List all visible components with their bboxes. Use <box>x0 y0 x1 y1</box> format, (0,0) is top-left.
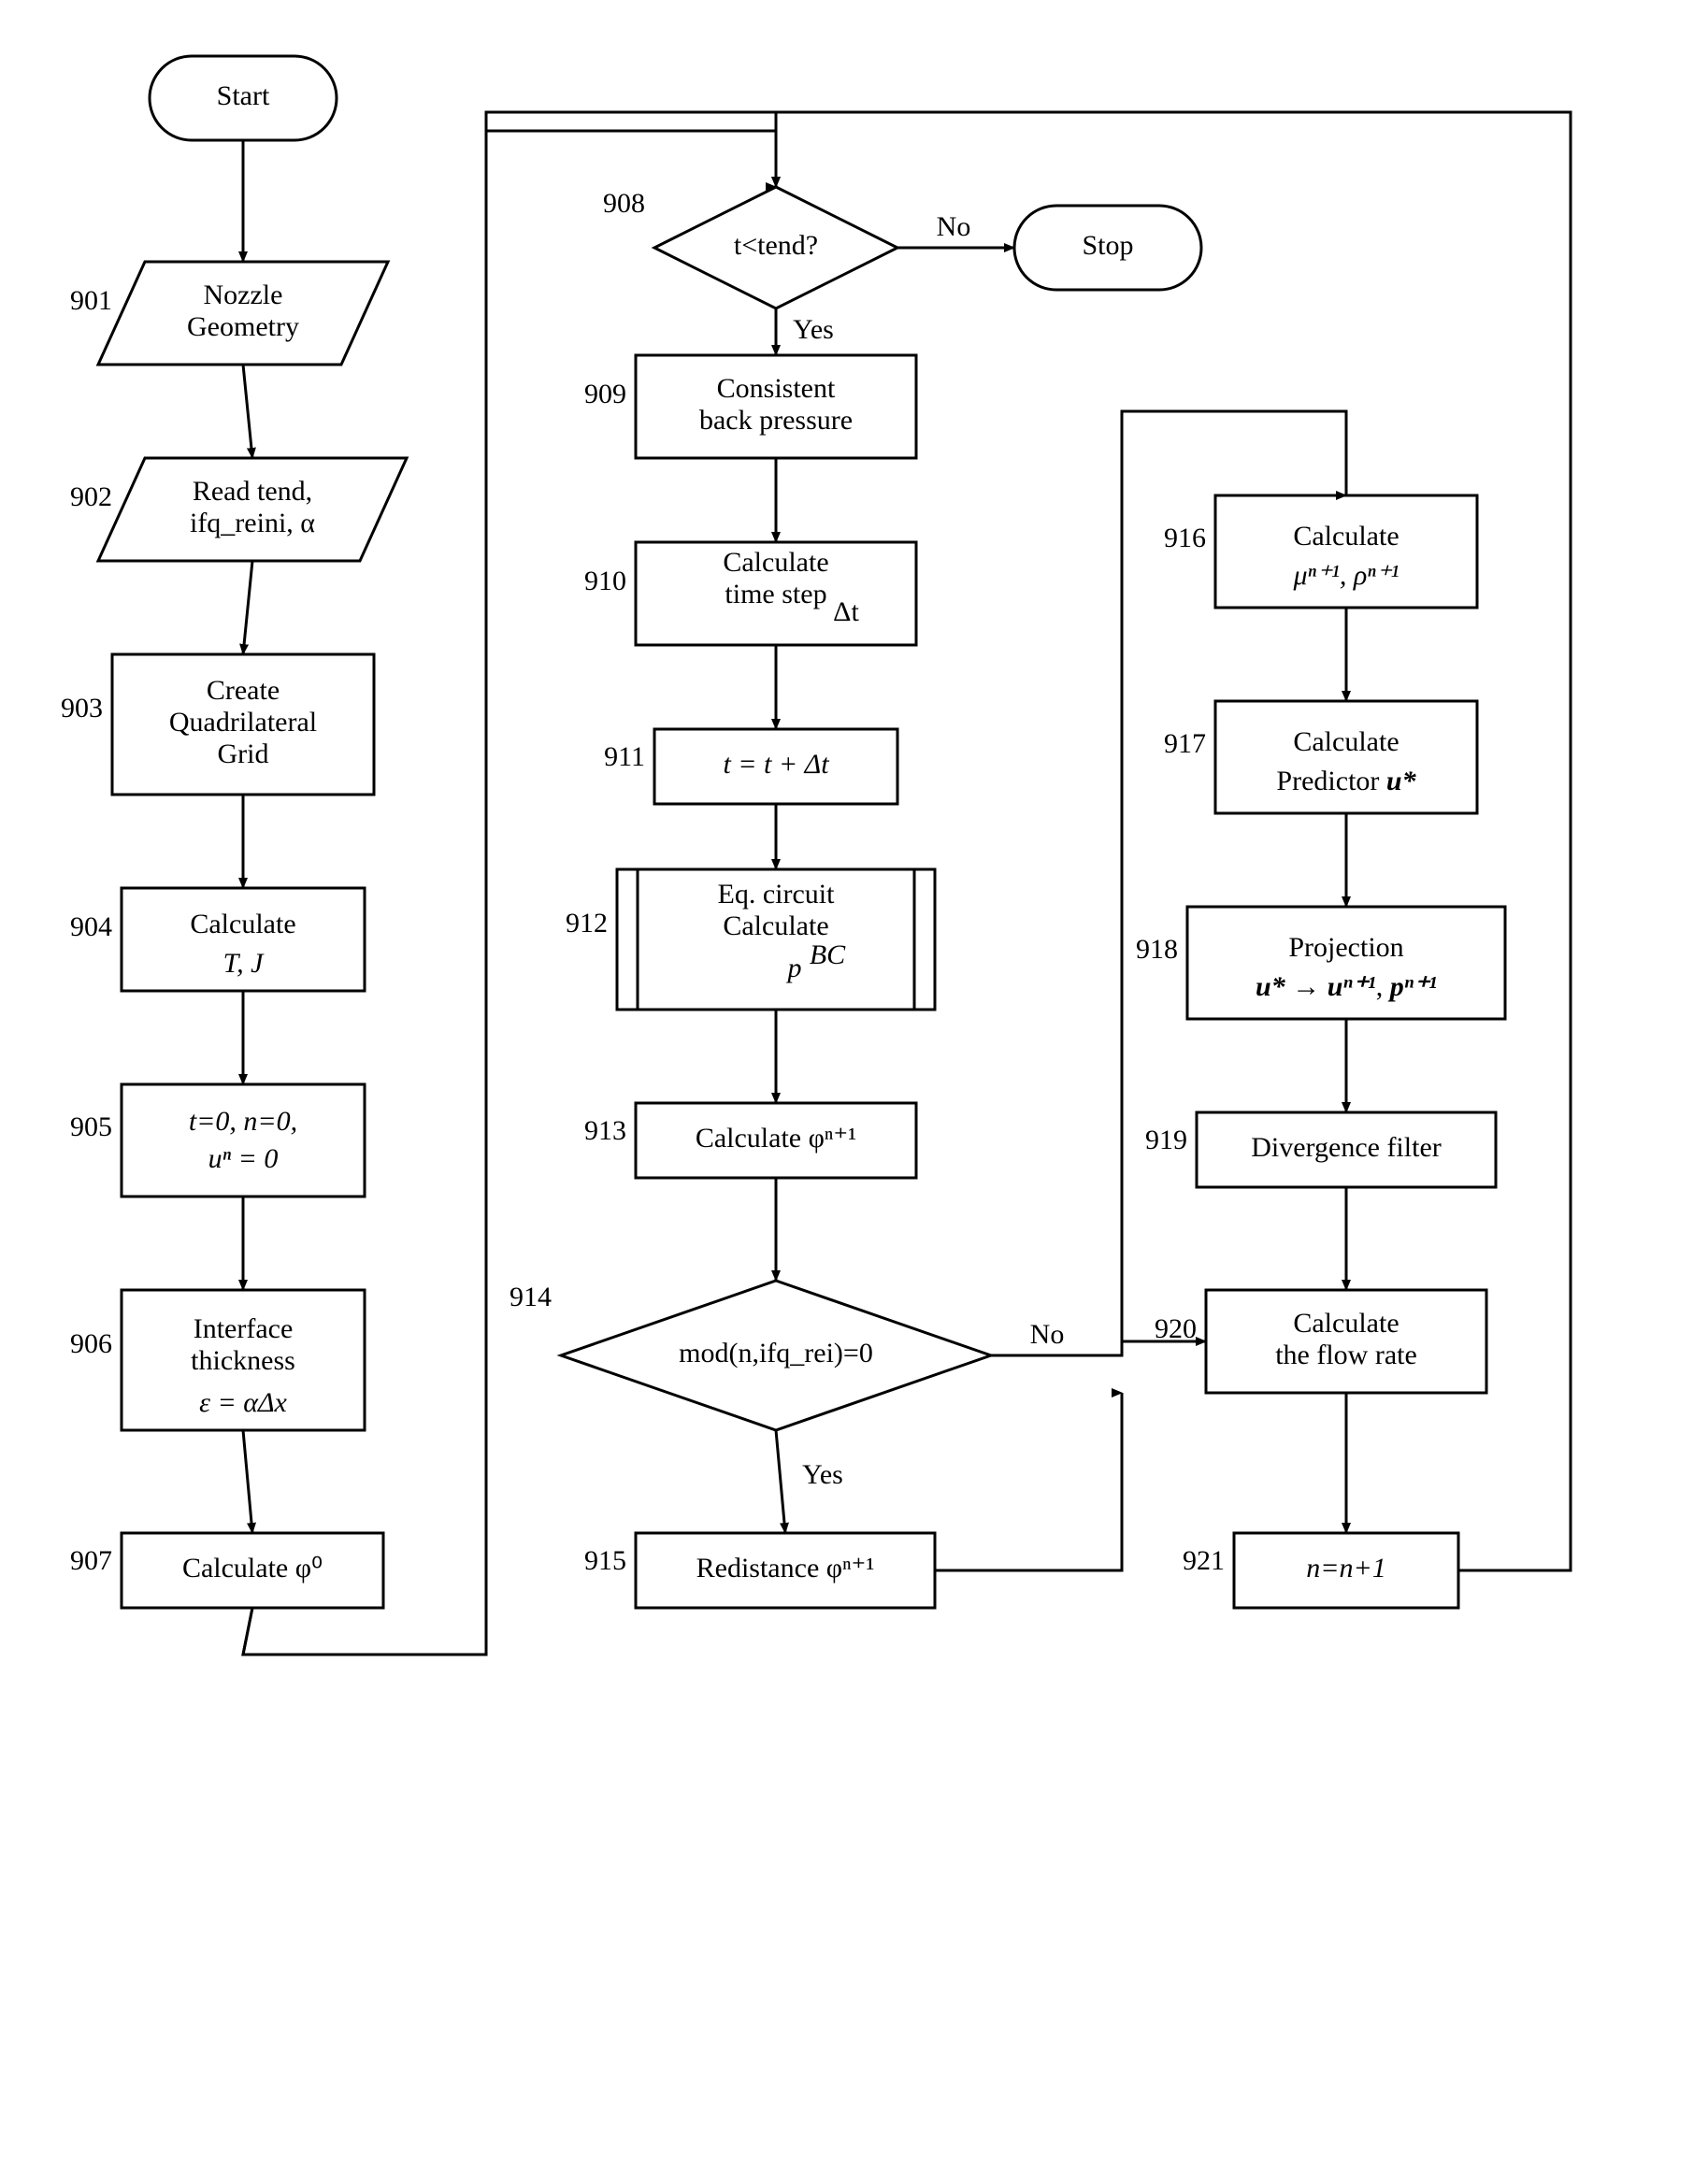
svg-text:910: 910 <box>584 566 626 596</box>
svg-text:913: 913 <box>584 1115 626 1146</box>
svg-text:918: 918 <box>1136 934 1178 965</box>
svg-text:μⁿ⁺¹, ρⁿ⁺¹: μⁿ⁺¹, ρⁿ⁺¹ <box>1292 560 1399 591</box>
svg-text:901: 901 <box>70 285 112 316</box>
svg-text:Yes: Yes <box>793 314 834 345</box>
svg-text:Create: Create <box>207 675 280 706</box>
svg-text:Quadrilateral: Quadrilateral <box>169 707 317 738</box>
svg-text:920: 920 <box>1155 1313 1197 1344</box>
svg-text:Geometry: Geometry <box>187 311 299 342</box>
svg-text:916: 916 <box>1164 523 1206 553</box>
svg-text:No: No <box>1030 1319 1065 1350</box>
svg-text:ε = αΔx: ε = αΔx <box>199 1387 287 1418</box>
svg-text:back pressure: back pressure <box>699 405 853 436</box>
svg-text:919: 919 <box>1145 1125 1187 1155</box>
svg-text:mod(n,ifq_rei)=0: mod(n,ifq_rei)=0 <box>679 1338 873 1369</box>
svg-text:907: 907 <box>70 1545 112 1576</box>
svg-text:Δt: Δt <box>833 596 859 627</box>
svg-text:Projection: Projection <box>1288 932 1403 963</box>
svg-text:T, J: T, J <box>223 948 265 979</box>
svg-text:912: 912 <box>566 908 608 939</box>
svg-text:Stop: Stop <box>1082 230 1133 261</box>
svg-text:Nozzle: Nozzle <box>204 279 283 310</box>
svg-text:thickness: thickness <box>191 1345 295 1376</box>
svg-text:905: 905 <box>70 1111 112 1142</box>
svg-text:t=0, n=0,: t=0, n=0, <box>189 1106 297 1137</box>
svg-text:Calculate: Calculate <box>723 547 828 578</box>
svg-text:Calculate: Calculate <box>190 909 295 939</box>
svg-text:Redistance φⁿ⁺¹: Redistance φⁿ⁺¹ <box>696 1553 875 1584</box>
svg-text:Calculate: Calculate <box>1293 521 1399 552</box>
svg-text:Grid: Grid <box>218 738 269 769</box>
svg-text:Start: Start <box>217 80 270 111</box>
svg-text:909: 909 <box>584 379 626 409</box>
svg-text:906: 906 <box>70 1328 112 1359</box>
svg-text:Read tend,: Read tend, <box>193 476 312 507</box>
svg-text:Calculate: Calculate <box>1293 726 1399 757</box>
svg-text:p: p <box>786 953 802 983</box>
svg-text:ifq_reini, α: ifq_reini, α <box>190 508 315 538</box>
svg-text:time step: time step <box>725 579 826 609</box>
svg-text:u* → uⁿ⁺¹, pⁿ⁺¹: u* → uⁿ⁺¹, pⁿ⁺¹ <box>1256 971 1437 1002</box>
svg-text:921: 921 <box>1183 1545 1225 1576</box>
svg-text:903: 903 <box>61 693 103 724</box>
svg-text:No: No <box>937 211 971 242</box>
svg-text:Calculate: Calculate <box>723 910 828 941</box>
svg-text:911: 911 <box>604 741 645 772</box>
flowchart: Start Stop NozzleGeometry 901 Read tend,ifq_… <box>0 0 1708 2164</box>
svg-text:Yes: Yes <box>802 1459 843 1490</box>
svg-text:Calculate φⁿ⁺¹: Calculate φⁿ⁺¹ <box>696 1123 856 1154</box>
svg-text:BC: BC <box>810 939 846 970</box>
svg-text:902: 902 <box>70 481 112 512</box>
svg-text:914: 914 <box>510 1282 552 1312</box>
svg-text:904: 904 <box>70 911 112 942</box>
svg-text:the flow rate: the flow rate <box>1275 1340 1417 1370</box>
svg-text:n=n+1: n=n+1 <box>1306 1553 1386 1584</box>
svg-text:Calculate φ⁰: Calculate φ⁰ <box>182 1553 323 1584</box>
svg-text:Divergence filter: Divergence filter <box>1251 1132 1442 1163</box>
svg-text:Interface: Interface <box>194 1313 294 1344</box>
svg-text:Eq. circuit: Eq. circuit <box>718 879 836 910</box>
svg-text:908: 908 <box>603 188 645 219</box>
svg-text:t = t + Δt: t = t + Δt <box>723 749 829 780</box>
svg-text:Predictor u*: Predictor u* <box>1276 766 1416 796</box>
svg-text:Consistent: Consistent <box>717 373 836 404</box>
svg-text:uⁿ = 0: uⁿ = 0 <box>208 1143 279 1174</box>
svg-text:917: 917 <box>1164 728 1206 759</box>
svg-text:915: 915 <box>584 1545 626 1576</box>
svg-text:Calculate: Calculate <box>1293 1308 1399 1339</box>
svg-text:t<tend?: t<tend? <box>734 230 818 261</box>
